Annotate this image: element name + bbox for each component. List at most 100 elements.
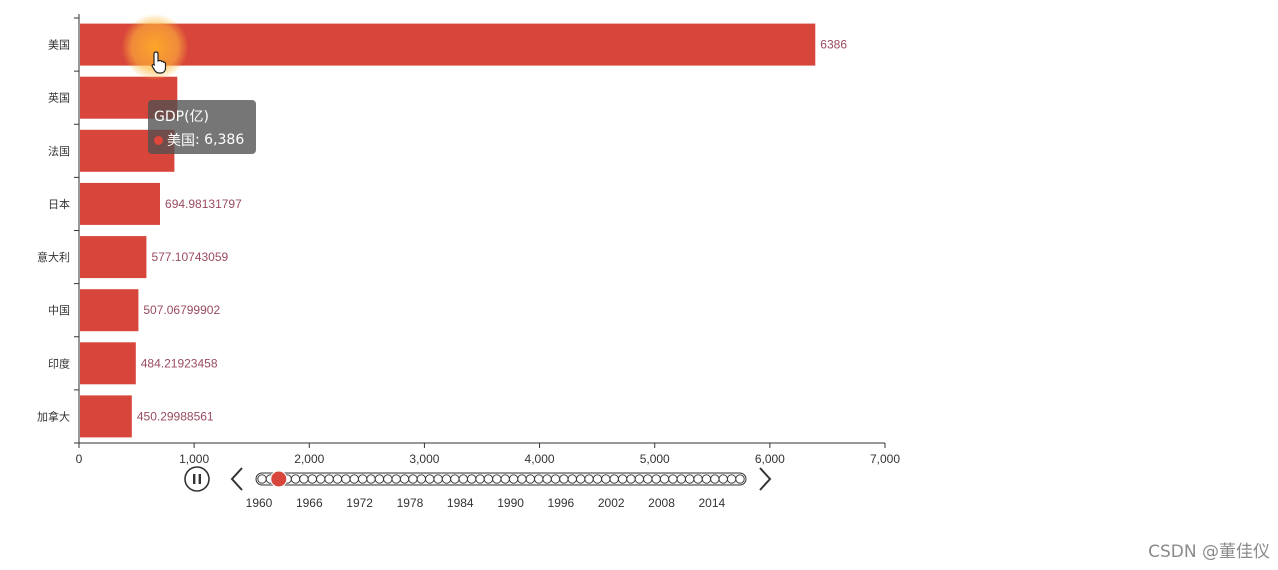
tooltip: GDP(亿) 美国 : 6,386 xyxy=(148,100,256,154)
timeline-point[interactable] xyxy=(391,474,401,484)
timeline-point[interactable] xyxy=(651,474,661,484)
x-tick-label-5: 5,000 xyxy=(640,452,670,466)
timeline-point[interactable] xyxy=(458,474,468,484)
timeline-point[interactable] xyxy=(534,474,544,484)
timeline-point[interactable] xyxy=(726,474,737,484)
timeline-point[interactable] xyxy=(341,474,351,484)
category-label-4: 意大利 xyxy=(37,250,70,264)
timeline-point[interactable] xyxy=(416,474,426,484)
timeline-point[interactable] xyxy=(290,474,301,484)
timeline-year-6[interactable]: 1996 xyxy=(548,496,575,510)
timeline-point[interactable] xyxy=(299,474,309,484)
timeline-point[interactable] xyxy=(441,474,452,484)
bar-6[interactable] xyxy=(80,342,136,385)
timeline-point[interactable] xyxy=(508,474,519,484)
category-label-3: 日本 xyxy=(48,197,70,211)
timeline-point[interactable] xyxy=(324,474,334,484)
tooltip-separator: : xyxy=(195,132,205,148)
timeline-point[interactable] xyxy=(659,474,670,484)
tooltip-row: 美国 : 6,386 xyxy=(154,130,250,150)
timeline-point[interactable] xyxy=(316,474,326,484)
timeline-point[interactable] xyxy=(718,474,728,484)
timeline-point[interactable] xyxy=(626,474,636,484)
chevron-left-icon[interactable] xyxy=(230,467,243,491)
timeline-point[interactable] xyxy=(399,474,410,484)
timeline-point[interactable] xyxy=(584,474,594,484)
x-tick-label-6: 6,000 xyxy=(755,452,785,466)
timeline-year-7[interactable]: 2002 xyxy=(598,496,625,510)
timeline-group: 1960 1966 1972 1978 1984 1990 1996 2002 2008 2014 xyxy=(184,466,772,510)
timeline-year-0[interactable]: 1960 xyxy=(246,496,273,510)
timeline-current-handle[interactable] xyxy=(270,470,288,488)
timeline-point[interactable] xyxy=(634,474,645,484)
timeline-point[interactable] xyxy=(483,474,494,484)
tooltip-marker xyxy=(154,135,163,145)
category-label-2: 法国 xyxy=(48,144,70,158)
category-label-6: 印度 xyxy=(48,356,70,370)
category-label-7: 加拿大 xyxy=(37,409,70,423)
timeline-point[interactable] xyxy=(735,474,745,484)
timeline-point[interactable] xyxy=(542,474,552,484)
bar-4[interactable] xyxy=(80,236,147,279)
timeline-point[interactable] xyxy=(550,474,561,484)
timeline-point[interactable] xyxy=(349,474,359,484)
timeline-point[interactable] xyxy=(492,474,502,484)
timeline-year-8[interactable]: 2008 xyxy=(648,496,675,510)
timeline-point[interactable] xyxy=(366,474,376,484)
value-label-4: 577.10743059 xyxy=(151,250,228,264)
x-tick-label-1: 1,000 xyxy=(179,452,209,466)
timeline-point[interactable] xyxy=(466,474,477,484)
timeline-point[interactable] xyxy=(433,474,443,484)
timeline-point[interactable] xyxy=(374,474,385,484)
timeline-point[interactable] xyxy=(567,474,577,484)
chevron-right-icon[interactable] xyxy=(759,467,772,491)
category-label-5: 中国 xyxy=(48,304,70,317)
bar-5[interactable] xyxy=(80,289,139,332)
timeline-point[interactable] xyxy=(408,474,418,484)
timeline-point[interactable] xyxy=(601,474,611,484)
bar-7[interactable] xyxy=(80,395,132,438)
timeline-year-2[interactable]: 1972 xyxy=(346,496,373,510)
timeline-point[interactable] xyxy=(525,474,535,484)
timeline-point[interactable] xyxy=(383,474,393,484)
timeline-point[interactable] xyxy=(500,474,510,484)
timeline-point[interactable] xyxy=(559,474,569,484)
timeline-point[interactable] xyxy=(475,474,485,484)
timeline-year-5[interactable]: 1990 xyxy=(497,496,524,510)
value-label-3: 694.98131797 xyxy=(165,197,242,211)
x-tick-label-2: 2,000 xyxy=(294,452,324,466)
bar-0[interactable] xyxy=(80,23,816,66)
value-label-6: 484.21923458 xyxy=(141,356,218,370)
timeline-point[interactable] xyxy=(643,474,653,484)
timeline-year-4[interactable]: 1984 xyxy=(447,496,474,510)
hand-cursor-icon xyxy=(151,51,167,74)
timeline-point[interactable] xyxy=(517,474,527,484)
timeline-year-3[interactable]: 1978 xyxy=(397,496,424,510)
timeline-year-9[interactable]: 2014 xyxy=(698,496,725,510)
timeline-point[interactable] xyxy=(710,474,720,484)
bar-3[interactable] xyxy=(80,182,160,225)
x-tick-label-7: 7,000 xyxy=(870,452,900,466)
timeline-point[interactable] xyxy=(609,474,619,484)
timeline-point[interactable] xyxy=(676,474,686,484)
timeline-point[interactable] xyxy=(357,474,368,484)
watermark: CSDN @董佳仪 xyxy=(1148,542,1270,562)
timeline-point[interactable] xyxy=(701,474,712,484)
timeline-point[interactable] xyxy=(332,474,343,484)
timeline-point[interactable] xyxy=(425,474,435,484)
timeline-point[interactable] xyxy=(592,474,603,484)
timeline-point[interactable] xyxy=(576,474,586,484)
timeline-point[interactable] xyxy=(617,474,628,484)
timeline-point[interactable] xyxy=(257,474,267,484)
timeline-point[interactable] xyxy=(685,474,695,484)
timeline-year-1[interactable]: 1966 xyxy=(296,496,323,510)
tooltip-series: 美国 xyxy=(167,133,195,149)
timeline-point[interactable] xyxy=(307,474,317,484)
timeline-point[interactable] xyxy=(450,474,460,484)
pause-icon[interactable] xyxy=(184,466,210,492)
x-tick-label-3: 3,000 xyxy=(409,452,439,466)
timeline-point[interactable] xyxy=(668,474,678,484)
timeline-point[interactable] xyxy=(693,474,703,484)
